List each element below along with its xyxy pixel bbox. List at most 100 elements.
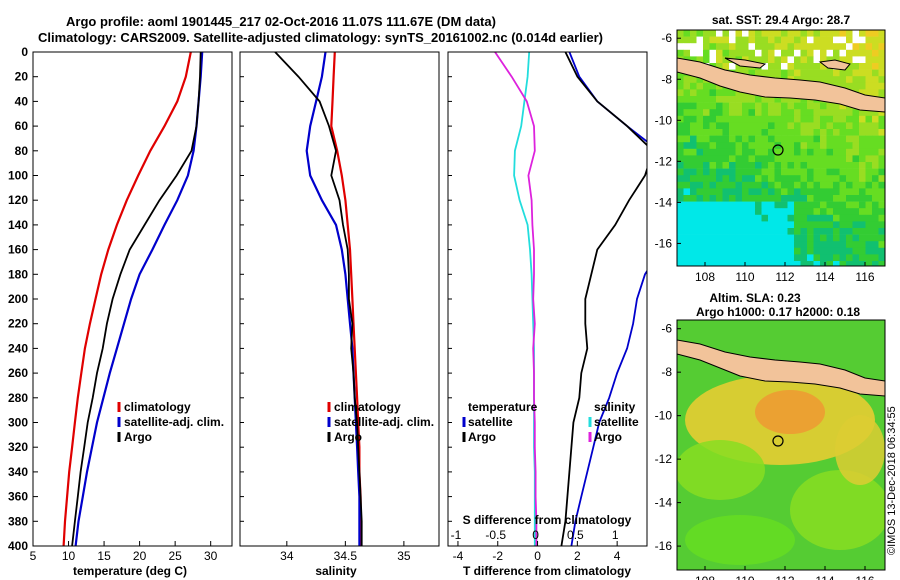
temp-tick-label: 5 bbox=[30, 549, 37, 563]
sst-cell bbox=[852, 241, 860, 249]
sst-cell bbox=[859, 261, 866, 266]
sst-cell bbox=[794, 247, 801, 255]
sst-cell bbox=[813, 129, 821, 136]
sst-cell bbox=[781, 148, 788, 156]
sst-cell bbox=[696, 122, 704, 130]
sst-cell bbox=[677, 129, 684, 136]
sst-cell bbox=[852, 30, 860, 37]
sst-cell bbox=[774, 142, 782, 150]
sst-cell bbox=[742, 221, 749, 229]
sst-cell bbox=[833, 261, 840, 266]
sst-cell bbox=[703, 135, 710, 143]
sst-cell bbox=[878, 76, 885, 84]
sst-cell bbox=[748, 129, 756, 136]
sst-cell bbox=[742, 115, 749, 123]
sst-cell bbox=[729, 122, 736, 130]
sst-cell bbox=[683, 168, 691, 176]
sst-cell bbox=[781, 155, 788, 163]
sst-cell bbox=[820, 241, 827, 249]
sst-cell bbox=[800, 115, 808, 123]
sst-cell bbox=[748, 261, 756, 266]
sst-cell bbox=[677, 208, 684, 216]
sst-cell bbox=[878, 188, 885, 196]
sst-cell bbox=[865, 109, 873, 117]
sst-cell bbox=[846, 76, 853, 84]
sst-cell bbox=[865, 69, 873, 77]
sal-tick-label: 35 bbox=[397, 549, 411, 563]
sst-cell bbox=[761, 155, 769, 163]
sst-cell bbox=[820, 175, 827, 183]
sst-cell bbox=[761, 102, 769, 110]
sst-cell bbox=[748, 234, 756, 242]
sst-cell bbox=[722, 109, 730, 117]
sst-cell bbox=[846, 254, 853, 262]
sst-cell bbox=[846, 36, 853, 44]
sst-cell bbox=[781, 129, 788, 136]
sst-cell bbox=[729, 261, 736, 266]
sst-cell bbox=[807, 129, 814, 136]
sst-cell bbox=[846, 241, 853, 249]
sst-cell bbox=[839, 241, 847, 249]
sst-cell bbox=[696, 109, 704, 117]
sst-cell bbox=[846, 122, 853, 130]
sst-cell bbox=[729, 247, 736, 255]
tdiff-tick-label: -2 bbox=[492, 549, 503, 563]
sst-cell bbox=[677, 135, 684, 143]
sst-cell bbox=[833, 214, 840, 222]
sst-cell bbox=[794, 214, 801, 222]
sst-cell bbox=[774, 201, 782, 209]
sst-cell bbox=[794, 234, 801, 242]
sst-cell bbox=[781, 228, 788, 235]
sst-cell bbox=[703, 208, 710, 216]
sst-cell bbox=[807, 228, 814, 235]
sst-cell bbox=[696, 221, 704, 229]
sst-cell bbox=[872, 195, 879, 202]
sst-cell bbox=[696, 142, 704, 150]
sst-cell bbox=[839, 49, 847, 57]
sst-cell bbox=[768, 36, 775, 44]
sst-cell bbox=[846, 208, 853, 216]
sst-cell bbox=[696, 214, 704, 222]
sst-cell bbox=[768, 221, 775, 229]
sst-cell bbox=[813, 142, 821, 150]
sst-cell bbox=[709, 241, 717, 249]
sst-cell bbox=[781, 214, 788, 222]
sst-cell bbox=[768, 162, 775, 169]
sst-cell bbox=[833, 122, 840, 130]
tdiff-tick-label: 2 bbox=[574, 549, 581, 563]
sst-cell bbox=[742, 135, 749, 143]
sst-cell bbox=[755, 241, 762, 249]
sst-cell bbox=[742, 168, 749, 176]
sst-cell bbox=[826, 102, 834, 110]
sst-cell bbox=[878, 221, 885, 229]
sst-cell bbox=[690, 241, 697, 249]
sst-cell bbox=[709, 30, 717, 37]
sst-cell bbox=[729, 214, 736, 222]
sst-cell bbox=[677, 109, 684, 117]
sst-cell bbox=[878, 241, 885, 249]
sst-cell bbox=[846, 129, 853, 136]
sst-cell bbox=[690, 228, 697, 235]
sst-cell bbox=[813, 247, 821, 255]
lat-tick-label: -16 bbox=[655, 236, 673, 250]
sst-cell bbox=[865, 36, 873, 44]
sst-cell bbox=[878, 175, 885, 183]
sst-cell bbox=[716, 96, 723, 103]
sst-cell bbox=[813, 155, 821, 163]
sst-cell bbox=[826, 69, 834, 77]
sst-cell bbox=[755, 148, 762, 156]
sst-cell bbox=[729, 30, 736, 37]
sst-cell bbox=[781, 30, 788, 37]
sst-cell bbox=[768, 261, 775, 266]
sst-cell bbox=[755, 129, 762, 136]
sst-cell bbox=[729, 201, 736, 209]
island-coast-north bbox=[724, 57, 851, 71]
sdiff-tick-label: -0.5 bbox=[485, 528, 506, 542]
sst-cell bbox=[729, 129, 736, 136]
legend-t-satellite-label: satellite bbox=[468, 415, 513, 429]
sst-cell bbox=[683, 36, 691, 44]
sst-cell bbox=[683, 122, 691, 130]
sst-cell bbox=[729, 155, 736, 163]
sst-cell bbox=[800, 234, 808, 242]
sst-cell bbox=[839, 175, 847, 183]
